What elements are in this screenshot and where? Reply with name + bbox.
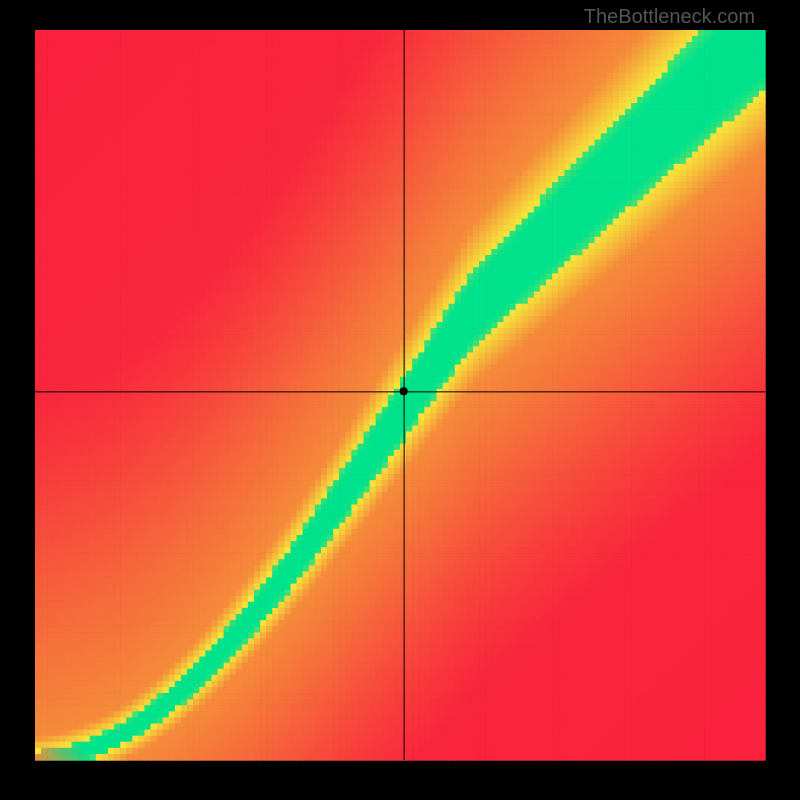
chart-container: TheBottleneck.com <box>0 0 800 800</box>
watermark-text: TheBottleneck.com <box>584 6 755 29</box>
bottleneck-heatmap <box>0 0 800 800</box>
